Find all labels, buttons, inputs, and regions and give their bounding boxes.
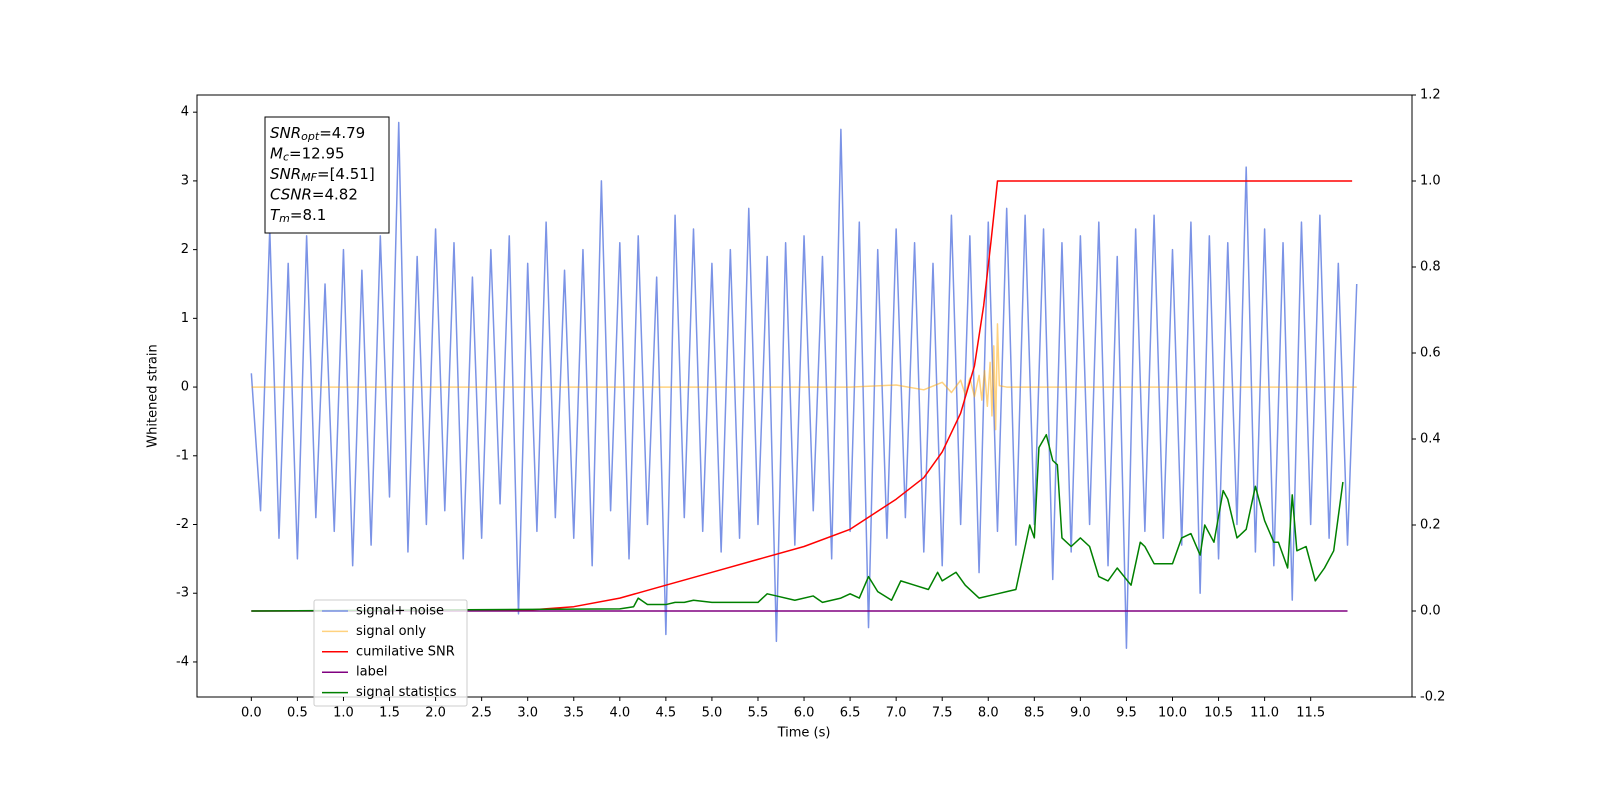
annotation-box: SNRopt=4.79Mc=12.95SNRMF=[4.51]CSNR=4.82… <box>264 116 390 234</box>
annotation-value: =4.79 <box>319 124 365 142</box>
annotation-subscript: opt <box>301 130 320 143</box>
y-tick-label: 4 <box>181 105 189 120</box>
y-tick-label: 3 <box>181 173 189 188</box>
series-line <box>250 121 1358 649</box>
y2-tick-label: 0.2 <box>1420 518 1441 533</box>
x-tick-label: 2.0 <box>425 706 446 721</box>
x-tick-label: 10.0 <box>1158 706 1187 721</box>
annotation-value: =4.82 <box>312 185 358 203</box>
y2-tick-label: 0.8 <box>1420 260 1441 275</box>
annotation-value: =12.95 <box>289 144 345 162</box>
x-tick-label: 9.0 <box>1070 706 1091 721</box>
x-tick-label: 0.5 <box>287 706 308 721</box>
annotation-value: =[4.51] <box>317 165 375 183</box>
x-tick-label: 8.0 <box>978 706 999 721</box>
x-tick-label: 6.0 <box>794 706 815 721</box>
y-tick-label: 0 <box>181 380 189 395</box>
annotation-subscript: m <box>279 212 290 225</box>
legend-label: label <box>356 665 387 680</box>
legend-label: signal statistics <box>356 685 457 700</box>
x-tick-label: 11.5 <box>1296 706 1325 721</box>
x-tick-label: 11.0 <box>1250 706 1279 721</box>
x-tick-label: 3.0 <box>517 706 538 721</box>
x-tick-label: 8.5 <box>1024 706 1045 721</box>
x-tick-label: 1.5 <box>379 706 400 721</box>
x-tick-label: 10.5 <box>1204 706 1233 721</box>
y2-tick-label: 0.0 <box>1420 604 1441 619</box>
x-axis-label: Time (s) <box>777 726 831 741</box>
x-tick-label: 1.0 <box>333 706 354 721</box>
y2-tick-label: 1.2 <box>1420 88 1441 103</box>
annotation-symbol: T <box>270 206 281 224</box>
annotation-line: Mc=12.95 <box>270 144 345 164</box>
legend-label: signal+ noise <box>356 604 444 619</box>
y-tick-label: -2 <box>176 517 189 532</box>
y-tick-label: -3 <box>176 586 189 601</box>
legend: signal+ noise signal only cumilative SNR la… <box>313 599 468 707</box>
y-tick-label: -1 <box>176 448 189 463</box>
annotation-subscript: MF <box>301 171 317 184</box>
legend-label: signal only <box>356 624 426 639</box>
x-tick-label: 0.0 <box>241 706 262 721</box>
annotation-symbol: CSNR <box>270 185 312 203</box>
x-tick-label: 5.5 <box>748 706 769 721</box>
y-tick-label: 2 <box>181 242 189 257</box>
annotation-frame <box>264 116 390 234</box>
annotation-line: SNRopt=4.79 <box>270 124 365 144</box>
x-tick-label: 4.5 <box>656 706 677 721</box>
annotation-value: =8.1 <box>290 206 326 224</box>
y2-tick-label: -0.2 <box>1420 690 1445 705</box>
y-tick-label: 1 <box>181 311 189 326</box>
y2-tick-label: 1.0 <box>1420 174 1441 189</box>
legend-frame <box>313 599 468 707</box>
x-tick-label: 5.0 <box>702 706 723 721</box>
x-tick-label: 3.5 <box>563 706 584 721</box>
y2-tick-label: 0.6 <box>1420 346 1441 361</box>
y-tick-label: -4 <box>176 654 189 669</box>
y2-tick-label: 0.4 <box>1420 432 1441 447</box>
x-tick-label: 9.5 <box>1116 706 1137 721</box>
legend-label: cumilative SNR <box>356 644 455 659</box>
x-tick-label: 6.5 <box>840 706 861 721</box>
series-line <box>251 433 1344 612</box>
annotation-symbol: M <box>270 144 283 162</box>
annotation-line: SNRMF=[4.51] <box>270 165 375 185</box>
annotation-subscript: c <box>283 151 289 164</box>
x-tick-label: 2.5 <box>471 706 492 721</box>
x-tick-label: 4.0 <box>609 706 630 721</box>
x-tick-label: 7.5 <box>932 706 953 721</box>
annotation-symbol: SNR <box>270 124 301 142</box>
annotation-line: CSNR=4.82 <box>270 185 358 203</box>
x-tick-label: 7.0 <box>886 706 907 721</box>
annotation-line: Tm=8.1 <box>270 206 326 226</box>
annotation-symbol: SNR <box>270 165 301 183</box>
y-axis-label: Whitened strain <box>146 344 161 447</box>
series-line <box>251 323 1357 431</box>
series-line <box>251 180 1353 612</box>
